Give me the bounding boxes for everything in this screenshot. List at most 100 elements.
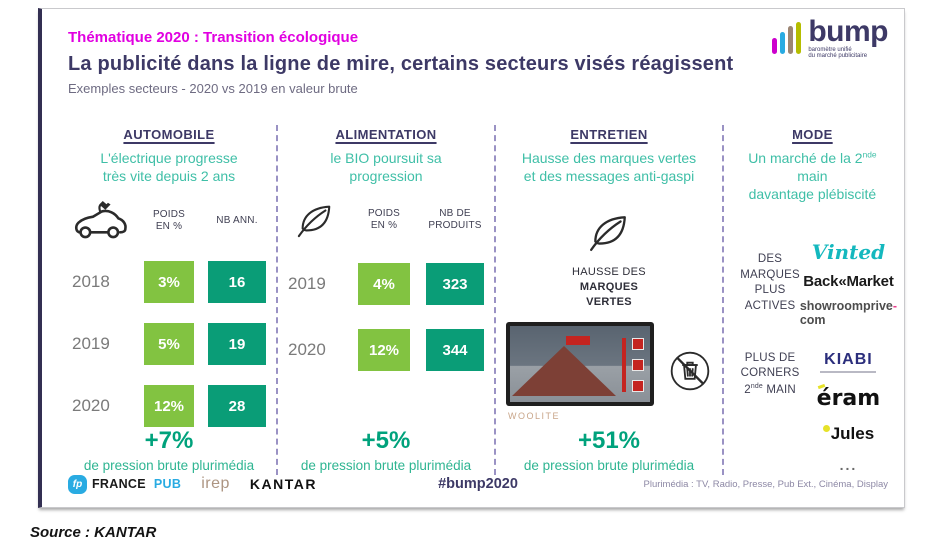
note-line3: VERTES — [586, 296, 632, 309]
pct-cell: 5% — [144, 323, 194, 366]
column-title: ENTRETIEN — [570, 127, 648, 142]
delta-value: +7% — [144, 427, 194, 455]
header-line: PRODUITS — [428, 220, 482, 232]
fp-text-france: FRANCE — [92, 477, 146, 491]
kantar-logo: KANTAR — [249, 476, 317, 492]
pct-cell: 12% — [144, 385, 194, 428]
column-subtitle: Hausse des marques vertes et des message… — [506, 149, 712, 185]
leaf-icon — [288, 201, 342, 239]
bump-tagline-line1: baromètre unifié — [808, 46, 852, 53]
alimentation-table: POIDS EN % NB DE PRODUITS 2019 4% 323 20… — [288, 201, 484, 372]
plurimedia-note: Plurimédia : TV, Radio, Presse, Pub Ext.… — [643, 478, 888, 490]
column-subtitle: L'électrique progresse très vite depuis … — [72, 149, 266, 185]
label-superscript: nde — [750, 382, 763, 390]
row-year: 2020 — [288, 340, 326, 360]
automobile-delta: +7% de pression brute plurimédia — [72, 427, 266, 475]
kicker: Thématique 2020 : Transition écologique — [68, 29, 359, 46]
image-caption: WOOLITE — [508, 410, 561, 421]
label-line1: PLUS DE CORNERS — [740, 351, 800, 380]
header-line: EN % — [155, 221, 183, 233]
page-title: La publicité dans la ligne de mire, cert… — [68, 53, 734, 75]
alimentation-delta: +5% de pression brute plurimédia — [288, 427, 484, 475]
pct-cell: 4% — [358, 263, 410, 306]
entretien-media: WOOLITE — [506, 321, 712, 421]
column-mode: MODE Un marché de la 2nde main davantage… — [722, 125, 901, 476]
delta-value: +5% — [361, 427, 411, 455]
note-line2: MARQUES — [579, 281, 639, 294]
mode-corners-row: PLUS DE CORNERS 2nde MAIN KIABI éram Jul… — [734, 351, 891, 473]
subtitle-line2: et des messages anti-gaspi — [523, 168, 695, 185]
mode-active-brands-row: DES MARQUES PLUS ACTIVES Vinted Back«Mar… — [734, 239, 897, 327]
subtitle-line1: le BIO poursuit sa — [330, 150, 442, 166]
brand-separator: - — [892, 298, 898, 313]
column-title: AUTOMOBILE — [123, 127, 215, 142]
subtitle-part: main — [797, 168, 828, 185]
pct-cell: 12% — [358, 329, 410, 372]
brand-text: com — [799, 312, 826, 327]
mode-label-active: DES MARQUES PLUS ACTIVES — [734, 252, 806, 314]
card-footer: fp FRANCE PUB irep KANTAR #bump2020 Plur… — [68, 469, 888, 499]
note-line1: HAUSSE DES — [572, 266, 646, 279]
bump-logo: bump baromètre unifié du marché publicit… — [772, 15, 888, 61]
bump-logo-text: bump — [808, 15, 888, 48]
partner-logos: fp FRANCE PUB irep KANTAR — [68, 474, 317, 494]
pct-cell: 3% — [144, 261, 194, 304]
header-line: POIDS — [152, 208, 186, 220]
mode-label-corners: PLUS DE CORNERS 2nde MAIN — [734, 351, 806, 398]
brand-text: showroomprive — [799, 298, 893, 313]
electric-car-icon — [72, 201, 130, 241]
hashtag: #bump2020 — [438, 476, 518, 492]
slide-card: Thématique 2020 : Transition écologique … — [38, 8, 905, 508]
label-part: 2 — [744, 383, 751, 396]
vinted-logo: Vinted — [811, 239, 886, 264]
source-note: Source : KANTAR — [30, 524, 157, 541]
no-trash-icon — [668, 349, 712, 393]
delta-caption: de pression brute plurimédia — [83, 458, 255, 474]
subtitle-line1: L'électrique progresse — [100, 150, 238, 166]
subtitle-line2: progression — [349, 168, 423, 185]
jules-logo: Jules — [822, 424, 874, 444]
delta-value: +51% — [577, 427, 641, 455]
label-line2: PLUS ACTIVES — [744, 284, 796, 312]
kiabi-logo: KIABI — [820, 350, 877, 373]
nb-cell: 28 — [208, 385, 266, 428]
slide-header: Thématique 2020 : Transition écologique … — [68, 29, 733, 96]
irep-logo: irep — [201, 475, 230, 492]
more-brands-ellipsis: ... — [839, 456, 858, 473]
eram-logo: éram — [816, 385, 881, 411]
table-header-poids: POIDS EN % — [358, 208, 410, 233]
subtitle-line2: davantage plébiscité — [748, 186, 877, 203]
nb-cell: 323 — [426, 263, 484, 306]
entretien-note: HAUSSE DES MARQUES VERTES — [506, 265, 712, 310]
bump-tagline: baromètre unifié du marché publicitaire — [808, 47, 867, 61]
column-automobile: AUTOMOBILE L'électrique progresse très v… — [62, 125, 276, 475]
entretien-delta: +51% de pression brute plurimédia — [506, 427, 712, 475]
delta-caption: de pression brute plurimédia — [300, 458, 472, 474]
backmarket-logo: Back«Market — [803, 272, 894, 290]
page-subtitle: Exemples secteurs - 2020 vs 2019 en vale… — [68, 81, 358, 96]
fp-text-pub: PUB — [153, 477, 182, 491]
leaf-icon — [588, 211, 630, 253]
delta-caption: de pression brute plurimédia — [523, 458, 695, 474]
table-header-nb: NB ANN. — [216, 215, 258, 227]
tv-ad-image — [506, 321, 654, 406]
nb-cell: 16 — [208, 261, 266, 304]
sector-columns: AUTOMOBILE L'électrique progresse très v… — [62, 125, 897, 476]
label-line1: DES MARQUES — [740, 253, 800, 281]
header-line: EN % — [370, 220, 398, 232]
nb-cell: 344 — [426, 329, 484, 372]
column-subtitle: Un marché de la 2nde main davantage pléb… — [734, 149, 891, 204]
subtitle-line2: très vite depuis 2 ans — [102, 168, 236, 185]
column-title: ALIMENTATION — [335, 127, 437, 142]
subtitle-part: Un marché de la 2 — [748, 150, 863, 166]
table-header-nb: NB DE PRODUITS — [426, 208, 484, 233]
column-subtitle: le BIO poursuit sa progression — [288, 149, 484, 185]
brand-text: KIABI — [824, 350, 873, 368]
bump-bars-icon — [772, 22, 802, 60]
table-header-poids: POIDS EN % — [144, 209, 194, 234]
row-year: 2019 — [288, 274, 326, 294]
column-alimentation: ALIMENTATION le BIO poursuit sa progress… — [276, 125, 494, 476]
row-year: 2020 — [72, 396, 110, 416]
row-year: 2018 — [72, 272, 110, 292]
row-year: 2019 — [72, 334, 110, 354]
